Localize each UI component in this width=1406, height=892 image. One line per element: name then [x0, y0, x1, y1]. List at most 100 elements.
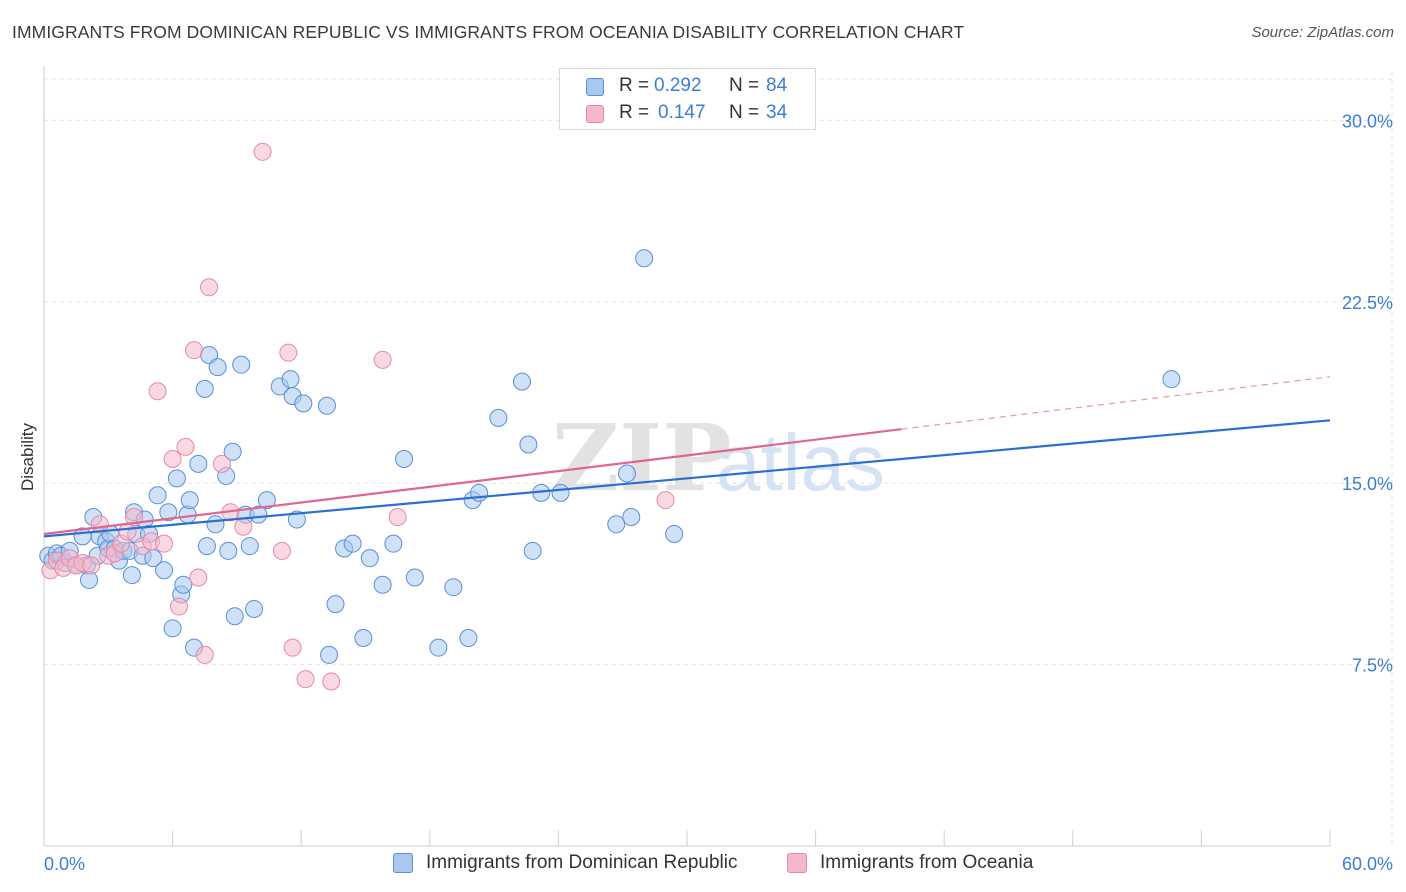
blue-data-point — [223, 442, 242, 461]
pink-trend-line — [43, 428, 902, 536]
pink-data-point — [253, 142, 272, 161]
pink-data-point — [155, 534, 174, 553]
blue-data-point — [429, 638, 448, 657]
chart-title: IMMIGRANTS FROM DOMINICAN REPUBLIC VS IM… — [12, 22, 965, 42]
blue-data-point — [281, 370, 300, 389]
blue-data-point — [249, 505, 268, 524]
blue-data-point — [354, 628, 373, 647]
pink-swatch — [586, 105, 604, 123]
blue-data-point — [405, 568, 424, 587]
blue-data-point — [317, 396, 336, 415]
blue-data-point — [665, 524, 684, 543]
pink-data-point — [200, 278, 219, 297]
pink-data-point — [82, 556, 101, 575]
blue-data-point — [622, 508, 641, 527]
blue-data-point — [167, 469, 186, 488]
pink-data-point — [185, 341, 204, 360]
n-label: N = — [729, 102, 760, 123]
blue-data-point — [208, 358, 227, 377]
y-tick-label: 30.0% — [1342, 111, 1393, 131]
r-label: R = — [619, 75, 650, 96]
pink-data-point — [279, 343, 298, 362]
pink-data-point — [373, 350, 392, 369]
blue-data-point — [635, 249, 654, 268]
pink-data-point — [234, 517, 253, 536]
blue-data-point — [1162, 370, 1181, 389]
blue-data-point — [519, 435, 538, 454]
blue-swatch — [586, 78, 604, 96]
data-points — [39, 142, 1181, 691]
pink-data-point — [189, 568, 208, 587]
pink-data-point — [125, 508, 144, 527]
blue-data-point — [444, 578, 463, 597]
blue-data-point — [232, 355, 251, 374]
legend-label: Immigrants from Oceania — [820, 852, 1034, 873]
n-value: 34 — [766, 102, 788, 123]
pink-data-point — [656, 491, 675, 510]
pink-data-point — [283, 638, 302, 657]
blue-data-point — [294, 394, 313, 413]
blue-data-point — [122, 566, 141, 585]
blue-data-point — [219, 541, 238, 560]
blue-data-point — [343, 534, 362, 553]
blue-data-point — [470, 483, 489, 502]
pink-data-point — [163, 450, 182, 468]
pink-data-point — [212, 454, 231, 473]
pink-trend-line-extension — [901, 376, 1331, 430]
stats-legend: R = 0.292 N = 84 R = 0.147 N = 34 — [559, 68, 816, 130]
blue-swatch — [393, 853, 413, 873]
axes — [43, 66, 1331, 847]
blue-data-point — [617, 464, 636, 483]
blue-data-point — [320, 645, 339, 664]
pink-data-point — [322, 672, 341, 691]
x-tick-label-max: 60.0% — [1342, 854, 1393, 874]
blue-data-point — [163, 619, 182, 638]
r-value: 0.147 — [658, 102, 706, 123]
blue-data-point — [197, 537, 216, 556]
pink-swatch — [787, 853, 807, 873]
y-tick-label: 7.5% — [1352, 656, 1393, 676]
x-tick-label-min: 0.0% — [44, 854, 85, 874]
trend-lines — [43, 376, 1331, 538]
blue-data-point — [195, 379, 214, 398]
blue-data-point — [240, 537, 259, 556]
source-label: Source: ZipAtlas.com — [1251, 24, 1394, 41]
blue-data-point — [245, 599, 264, 618]
pink-data-point — [176, 437, 195, 456]
blue-data-point — [225, 607, 244, 626]
blue-data-point — [373, 575, 392, 594]
blue-data-point — [512, 372, 531, 391]
pink-data-point — [148, 382, 167, 401]
r-label: R = — [619, 102, 650, 123]
blue-data-point — [180, 491, 199, 510]
pink-data-point — [170, 597, 189, 616]
legend-label: Immigrants from Dominican Republic — [426, 852, 738, 873]
blue-data-point — [395, 450, 414, 468]
blue-data-point — [148, 486, 167, 505]
blue-data-point — [206, 515, 225, 534]
pink-data-point — [388, 508, 407, 527]
blue-data-point — [489, 408, 508, 427]
blue-data-point — [384, 534, 403, 553]
blue-data-point — [189, 454, 208, 473]
blue-data-point — [174, 575, 193, 594]
y-tick-label: 22.5% — [1342, 293, 1393, 313]
blue-data-point — [326, 595, 345, 614]
blue-data-point — [551, 483, 570, 502]
tick-labels: 7.5% 15.0% 22.5% 30.0% 0.0% 60.0% — [44, 111, 1393, 874]
pink-data-point — [296, 670, 315, 689]
watermark-zip: ZIP — [552, 404, 731, 512]
r-value: 0.292 — [654, 75, 702, 96]
blue-data-point — [257, 491, 276, 510]
blue-data-point — [159, 503, 178, 522]
y-tick-label: 15.0% — [1342, 474, 1393, 494]
blue-data-point — [459, 628, 478, 647]
pink-data-point — [195, 645, 214, 664]
blue-data-point — [360, 549, 379, 568]
blue-data-point — [523, 541, 542, 560]
blue-trend-line — [43, 419, 1331, 538]
n-label: N = — [729, 75, 760, 96]
n-value: 84 — [766, 75, 788, 96]
